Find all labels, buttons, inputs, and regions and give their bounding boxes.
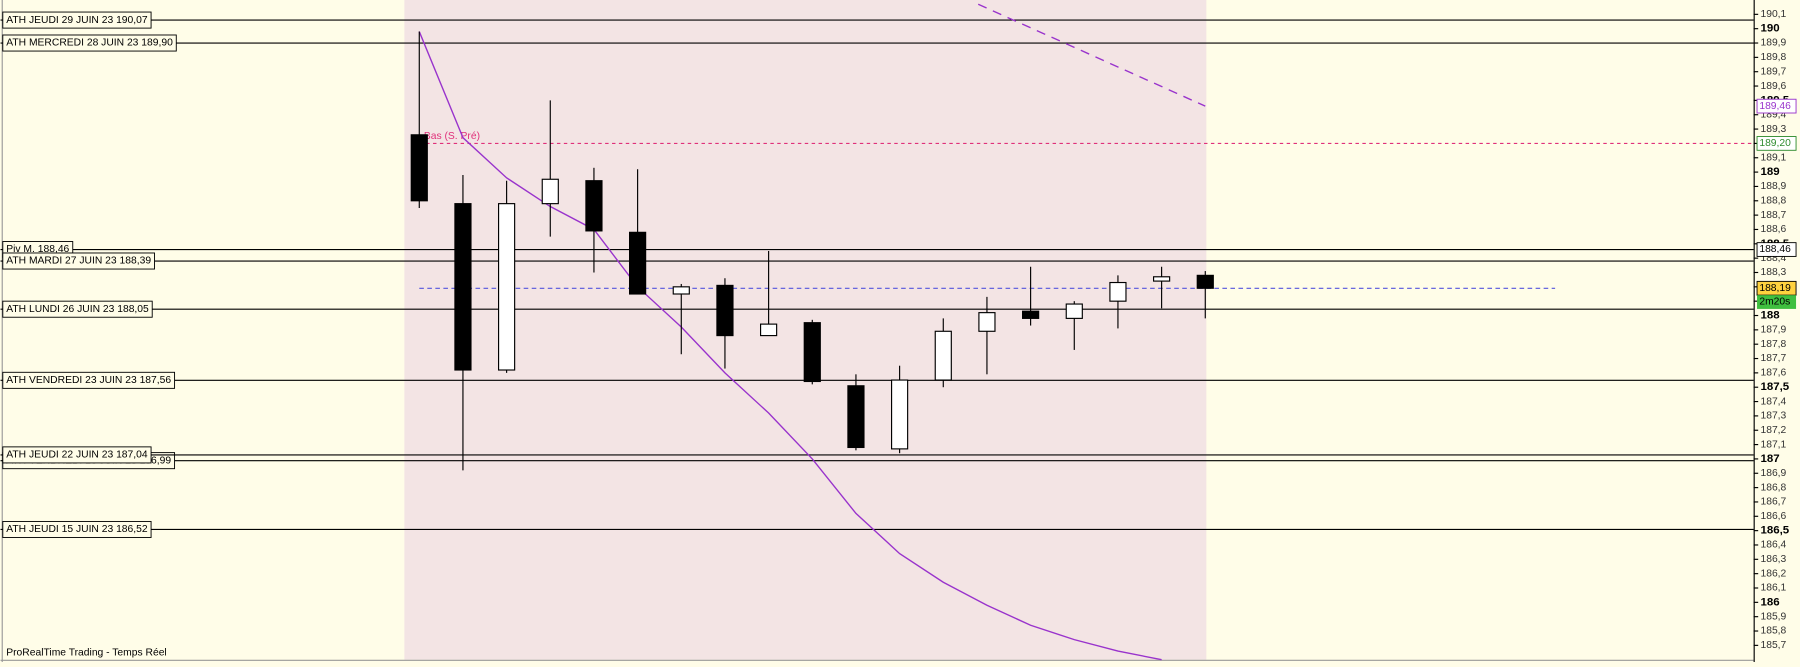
level-label: ATH VENDREDI 23 JUIN 23 187,56 <box>6 375 171 386</box>
y-tick-label: 187,3 <box>1760 411 1786 422</box>
level-label: ATH MERCREDI 28 JUIN 23 189,90 <box>6 38 173 49</box>
y-tick-label: 189,4 <box>1760 109 1786 120</box>
y-tick-label: 187,1 <box>1760 439 1786 450</box>
footer: ProRealTime Trading - Temps Réel <box>6 648 166 659</box>
candle-body <box>410 134 428 202</box>
y-tick-label: 186,7 <box>1760 497 1786 508</box>
y-tick-label: 187,4 <box>1760 396 1786 407</box>
y-tick-label: 186,5 <box>1760 525 1789 537</box>
y-tick-label: 188,9 <box>1760 181 1786 192</box>
y-tick-label: 185,9 <box>1760 611 1786 622</box>
candle-body <box>1109 281 1127 302</box>
candle-body <box>1065 303 1083 319</box>
price-tag-label: 188,19 <box>1759 283 1791 294</box>
price-tag-label: 188,46 <box>1759 244 1791 255</box>
y-tick-label: 187,5 <box>1760 381 1789 393</box>
support-label: Bas (S. Pré) <box>424 131 480 142</box>
level-label-box <box>2 34 177 52</box>
price-tag <box>1756 242 1797 257</box>
candle-body <box>1022 310 1040 319</box>
timer-box <box>1757 295 1797 309</box>
level-label: ATH MARDI 27 JUIN 23 188,39 <box>6 256 151 267</box>
y-tick-label: 189,6 <box>1760 81 1786 92</box>
candle-body <box>454 203 472 371</box>
candle-body <box>760 323 778 337</box>
candle-body <box>585 180 603 232</box>
level-label-box <box>2 371 176 389</box>
candle-body <box>541 178 559 205</box>
level-label-box <box>2 300 153 318</box>
y-tick-label: 187,7 <box>1760 353 1786 364</box>
y-tick-label: 187 <box>1760 453 1779 465</box>
y-tick-label: 186,2 <box>1760 568 1786 579</box>
y-tick-label: 189,1 <box>1760 152 1786 163</box>
timer: 2m20s <box>1759 297 1790 308</box>
candle-body <box>978 312 996 332</box>
candle-body <box>629 231 647 295</box>
y-tick-label: 189,9 <box>1760 38 1786 49</box>
price-tag <box>1756 98 1797 114</box>
candle-body <box>803 322 821 383</box>
y-tick-label: 188,7 <box>1760 210 1786 221</box>
y-tick-label: 188 <box>1760 310 1780 322</box>
level-label-box <box>2 252 155 270</box>
y-tick-label: 186,9 <box>1760 468 1786 479</box>
candle-body <box>891 379 909 450</box>
candle-body <box>672 286 690 295</box>
y-tick-label: 186,4 <box>1760 540 1786 551</box>
y-tick-label: 188,8 <box>1760 195 1786 206</box>
level-label-box <box>2 520 152 538</box>
level-label: ATH LUNDI 26 JUIN 23 188,05 <box>6 304 149 315</box>
y-tick-label: 187,2 <box>1760 425 1786 436</box>
y-tick-label: 185,8 <box>1760 626 1786 637</box>
level-label: ATH JEUDI 22 JUIN 23 187,04 <box>6 450 148 461</box>
y-tick-label: 188,4 <box>1760 253 1786 264</box>
candle-body <box>1196 274 1214 289</box>
y-tick-label: 188,3 <box>1760 267 1786 278</box>
price-tag-label: 189,46 <box>1759 101 1791 112</box>
candle-body <box>716 284 734 337</box>
level-label-box <box>2 11 152 29</box>
level-label: ATH JEUDI 15 JUIN 23 186,52 <box>6 524 148 535</box>
y-tick-label: 187,6 <box>1760 368 1786 379</box>
y-tick-label: 189,8 <box>1760 52 1786 63</box>
y-tick-label: 187,9 <box>1760 325 1786 336</box>
y-tick-label: 189,3 <box>1760 124 1786 135</box>
y-tick-label: 190,1 <box>1760 9 1786 20</box>
level-label: ATH JEUDI 29 JUIN 23 190,07 <box>6 15 148 26</box>
candle-body <box>1153 276 1171 282</box>
level-label: Piv M. 188,46 <box>6 244 69 255</box>
candle-body <box>498 203 516 371</box>
y-tick-label: 186,8 <box>1760 482 1786 493</box>
candle-body <box>847 385 865 449</box>
y-tick-label: 189 <box>1760 166 1779 178</box>
price-tag <box>1756 136 1797 151</box>
y-tick-label: 190 <box>1760 23 1779 35</box>
y-tick-label: 186,1 <box>1760 583 1786 594</box>
y-tick-label: 186 <box>1760 596 1779 608</box>
y-tick-label: 187,8 <box>1760 339 1786 350</box>
level-label-box <box>2 446 152 464</box>
price-tag-label: 189,20 <box>1759 138 1791 149</box>
y-tick-label: 189,7 <box>1760 66 1786 77</box>
y-tick-label: 185,7 <box>1760 640 1786 651</box>
y-tick-label: 186,6 <box>1760 511 1786 522</box>
candle-body <box>934 330 952 381</box>
y-tick-label: 188,6 <box>1760 224 1786 235</box>
y-tick-label: 186,3 <box>1760 554 1786 565</box>
